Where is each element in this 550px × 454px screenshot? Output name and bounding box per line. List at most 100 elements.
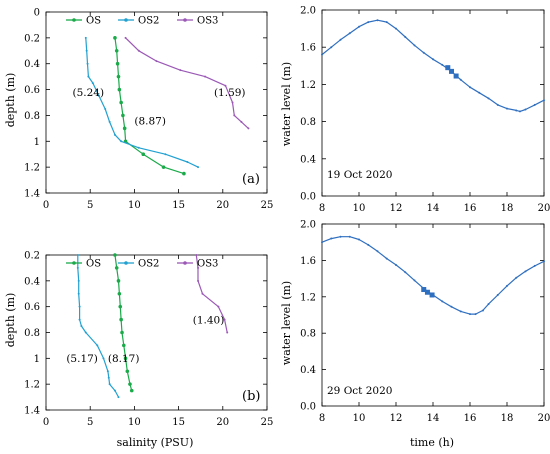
y-tick-label-0-4: 0.8 — [24, 111, 40, 122]
y-tick-label-2-5: 1.2 — [24, 380, 40, 391]
data-point-2-2-4 — [217, 305, 220, 308]
data-point-3-0-20 — [496, 293, 499, 296]
x-tick-label-3-1: 10 — [353, 413, 366, 424]
x-tick-label-2-1: 5 — [87, 417, 93, 428]
data-point-0-1-7 — [108, 120, 111, 123]
data-point-3-0-15 — [459, 310, 462, 313]
data-point-0-1-12 — [186, 160, 189, 163]
data-point-1-0-22 — [518, 110, 521, 113]
data-point-2-1-4 — [78, 305, 81, 308]
data-point-2-1-13 — [113, 389, 116, 392]
y-tick-label-3-4: 1.6 — [300, 256, 316, 267]
data-point-0-0-9 — [141, 152, 146, 157]
y-tick-label-0-2: 0.4 — [24, 59, 40, 70]
y-tick-label-2-4: 1 — [34, 354, 40, 365]
data-point-3-0-8 — [395, 263, 397, 266]
data-point-3-0-19 — [487, 303, 490, 306]
x-tick-label-1-3: 14 — [427, 203, 440, 214]
data-point-0-0-0 — [113, 36, 117, 40]
legend-label-0-2: OS3 — [197, 16, 218, 27]
data-point-2-0-7 — [121, 343, 126, 348]
data-point-2-1-9 — [102, 357, 105, 360]
data-point-1-0-6 — [376, 19, 379, 22]
data-point-3-0-0 — [321, 241, 323, 244]
legend-label-2-1: OS2 — [138, 259, 159, 270]
data-point-0-1-6 — [104, 107, 107, 110]
sampling-marker-3-0 — [421, 287, 427, 293]
data-point-2-0-6 — [120, 330, 124, 335]
data-point-2-0-1 — [114, 266, 119, 270]
panel-a-label: (a) — [242, 172, 260, 187]
data-point-0-0-11 — [182, 171, 186, 176]
data-point-0-2-3 — [179, 69, 182, 72]
y-tick-label-0-7: 1.4 — [24, 189, 40, 200]
x-tick-label-3-6: 20 — [538, 413, 550, 424]
data-point-2-0-8 — [123, 356, 128, 361]
panel-a-date-label: 19 Oct 2020 — [327, 169, 392, 181]
data-point-1-0-16 — [469, 86, 471, 89]
data-point-1-0-2 — [339, 38, 342, 41]
series-line-os-2 — [114, 254, 133, 391]
data-point-0-1-13 — [197, 166, 200, 169]
x-tick-label-3-3: 14 — [427, 413, 440, 424]
annotation-2-0: (5.17) — [66, 353, 98, 365]
data-point-0-0-3 — [116, 74, 121, 79]
data-point-3-0-5 — [367, 243, 370, 246]
data-point-3-0-17 — [474, 313, 477, 316]
x-tick-label-2-5: 25 — [261, 417, 274, 428]
data-point-0-2-1 — [137, 49, 140, 52]
data-point-0-1-11 — [164, 153, 167, 156]
y-tick-label-1-1: 0.4 — [300, 154, 316, 165]
data-point-2-1-11 — [107, 376, 110, 379]
x-tick-label-3-5: 18 — [501, 413, 514, 424]
data-point-2-0-10 — [128, 382, 132, 386]
data-point-3-0-1 — [330, 237, 333, 240]
panel-a-water-level-chart: water level (m) 19 Oct 2020 8 10 12 14 16 18 2… — [280, 6, 550, 215]
y-tick-label-2-2: 0.6 — [24, 302, 40, 313]
y-tick-label-1-5: 2.0 — [300, 6, 316, 17]
y-tick-label-2-3: 0.8 — [24, 328, 40, 339]
data-point-2-0-0 — [113, 253, 117, 257]
x-tick-label-0-1: 5 — [87, 200, 93, 211]
sampling-marker-1-0 — [445, 65, 451, 71]
legend-label-2-2: OS3 — [197, 259, 218, 270]
data-point-2-0-5 — [119, 317, 123, 322]
data-point-0-1-4 — [91, 82, 94, 85]
panel-a-salinity-chart: depth (m) (a) 0 5 10 15 20 25 0 0.2 0.4 0.6 0.8 1 1.… — [4, 8, 273, 212]
data-point-1-0-11 — [422, 51, 425, 54]
data-point-3-0-14 — [450, 305, 453, 308]
data-point-3-0-24 — [533, 264, 536, 267]
series-line-os2-0 — [85, 37, 199, 168]
x-tick-label-2-4: 20 — [216, 417, 229, 428]
data-point-1-0-18 — [487, 97, 490, 100]
x-tick-label-1-2: 12 — [390, 203, 403, 214]
y-tick-label-2-0: 0.2 — [24, 251, 40, 262]
data-point-0-2-8 — [240, 120, 243, 123]
data-point-3-0-7 — [385, 257, 388, 260]
data-point-2-1-8 — [96, 344, 99, 347]
data-point-2-1-6 — [80, 325, 83, 328]
data-point-1-0-7 — [385, 21, 388, 24]
data-point-0-0-10 — [161, 165, 166, 169]
data-point-0-0-6 — [121, 113, 125, 118]
data-point-2-1-14 — [117, 396, 120, 399]
data-point-0-0-1 — [114, 48, 119, 53]
data-point-0-1-1 — [85, 49, 88, 52]
sampling-marker-3-1 — [424, 289, 430, 295]
annotation-2-2: (1.40) — [193, 314, 225, 326]
data-point-0-1-9 — [120, 140, 123, 143]
y-tick-label-3-3: 1.2 — [300, 292, 316, 303]
annotation-0-2: (1.59) — [214, 87, 246, 99]
x-tick-label-0-5: 25 — [261, 200, 274, 211]
y-tick-label-1-2: 0.8 — [300, 117, 316, 128]
panel-b-salinity-chart: depth (m) salinity (PSU) (b) 0 5 10 15 20 25 0… — [4, 251, 273, 450]
data-point-3-0-2 — [339, 235, 342, 238]
data-point-0-1-2 — [86, 62, 89, 65]
y-tick-label-0-3: 0.6 — [24, 85, 40, 96]
data-point-2-1-5 — [78, 318, 81, 321]
x-tick-label-0-4: 20 — [216, 200, 229, 211]
x-tick-label-0-0: 0 — [43, 200, 49, 211]
y-tick-label-3-5: 2.0 — [300, 220, 316, 231]
x-tick-label-3-0: 8 — [319, 413, 325, 424]
data-point-2-0-4 — [118, 304, 123, 309]
